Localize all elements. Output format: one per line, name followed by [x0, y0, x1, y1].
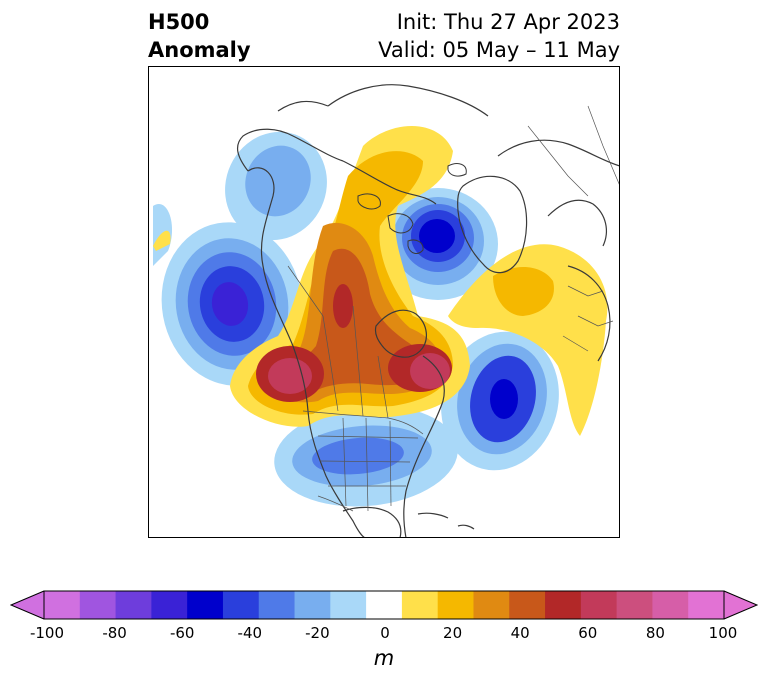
- title-type: Anomaly: [148, 38, 251, 62]
- colorbar-tick-label: 100: [708, 624, 738, 642]
- colorbar-segment: [222, 591, 260, 619]
- arctic-islands: [357, 163, 467, 254]
- polar-low: [378, 188, 498, 300]
- colorbar-segment: [151, 591, 188, 619]
- title-left: H500 Anomaly: [148, 8, 251, 64]
- title-right: Init: Thu 27 Apr 2023 Valid: 05 May – 11…: [378, 8, 620, 64]
- colorbar-tick-label: -40: [237, 624, 263, 642]
- colorbar-segment: [580, 591, 618, 619]
- init-date: Init: Thu 27 Apr 2023: [396, 10, 620, 34]
- colorbar-tick-label: 60: [578, 624, 598, 642]
- colorbar-segment: [44, 591, 81, 619]
- colorbar-tick-label: -80: [102, 624, 127, 642]
- colorbar-tick-label: 40: [510, 624, 530, 642]
- map-svg: [148, 66, 620, 538]
- anomaly-map: [148, 66, 620, 538]
- colorbar-segment: [437, 591, 474, 619]
- colorbar-segment: [473, 591, 510, 619]
- colorbar-segment: [509, 591, 546, 619]
- hudson-bay-high: [388, 344, 452, 392]
- colorbar-segment: [616, 591, 653, 619]
- alaska-low: [225, 131, 327, 241]
- colorbar-segment: [187, 591, 224, 619]
- colorbar-segment: [366, 591, 403, 619]
- colorbar-segment: [115, 591, 152, 619]
- colorbar-segment: [330, 591, 367, 619]
- coastlines: [236, 84, 620, 538]
- colorbar-segment: [545, 591, 582, 619]
- colorbar-frame: [43, 590, 725, 620]
- colorbar-over-arrow: [724, 591, 757, 619]
- north-atlantic-low: [441, 331, 559, 471]
- colorbar-tick-label: -100: [29, 624, 65, 642]
- colorbar-tick-label: 20: [443, 624, 463, 642]
- interior-canada-max: [333, 284, 353, 328]
- colorbar-segment: [401, 591, 439, 619]
- pacific-nw-high: [256, 346, 324, 402]
- pacific-edge-high: [153, 230, 171, 251]
- colorbar-segment: [294, 591, 331, 619]
- valid-range: Valid: 05 May – 11 May: [378, 38, 620, 62]
- colorbar-segment: [688, 591, 725, 619]
- colorbar-segment: [258, 591, 296, 619]
- colorbar-units: m: [373, 646, 395, 670]
- colorbar-tick-label: -60: [169, 624, 195, 642]
- europe-ridge: [448, 244, 608, 436]
- colorbar: [10, 590, 758, 620]
- colorbar-tick-label: 0: [380, 624, 390, 642]
- eastern-us-low: [274, 405, 458, 507]
- colorbar-tick-label: 80: [645, 624, 665, 642]
- political-borders: [287, 105, 620, 512]
- colorbar-segment: [652, 591, 689, 619]
- colorbar-under-arrow: [11, 591, 44, 619]
- colorbar-segment: [79, 591, 117, 619]
- title-variable: H500: [148, 10, 210, 34]
- colorbar-tick-label: -20: [305, 624, 330, 642]
- colorbar-segments: [44, 591, 725, 619]
- map-border: [148, 66, 620, 538]
